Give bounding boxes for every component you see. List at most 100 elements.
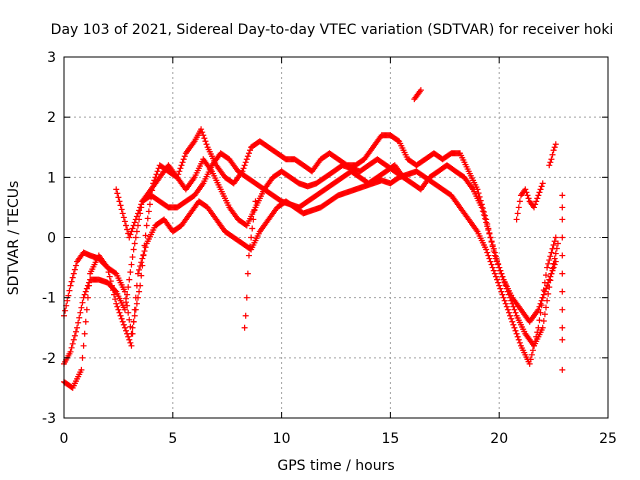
chart-title: Day 103 of 2021, Sidereal Day-to-day VTE…: [51, 22, 614, 38]
data-point: [514, 333, 521, 340]
data-point: [516, 198, 523, 205]
data-point: [532, 201, 539, 208]
data-point: [536, 189, 543, 196]
data-point: [114, 303, 121, 310]
data-point: [179, 159, 186, 166]
y-tick-label: -2: [42, 351, 56, 367]
data-point: [512, 327, 519, 334]
axis-ticks: [63, 56, 609, 419]
data-point: [133, 282, 140, 289]
data-point: [77, 309, 84, 316]
data-point: [534, 195, 541, 202]
data-point: [508, 315, 515, 322]
data-point: [483, 219, 490, 226]
data-point: [489, 242, 496, 249]
data-point: [507, 294, 514, 301]
data-point: [137, 204, 144, 211]
x-axis-label: GPS time / hours: [277, 458, 394, 474]
data-point: [203, 141, 210, 148]
data-point: [124, 226, 131, 233]
data-point: [540, 287, 547, 294]
data-point: [551, 261, 558, 268]
data-point: [485, 252, 492, 259]
data-point: [501, 297, 508, 304]
data-point: [136, 207, 143, 214]
data-point: [144, 215, 151, 222]
data-point: [128, 261, 135, 268]
data-point: [126, 276, 133, 283]
data-point: [134, 270, 141, 277]
data-point: [549, 265, 556, 272]
data-point: [247, 147, 254, 154]
data-point: [76, 314, 83, 321]
data-point: [131, 312, 138, 319]
data-point: [119, 210, 126, 217]
data-point: [249, 225, 256, 232]
data-point: [81, 291, 88, 298]
data-point: [243, 294, 250, 301]
data-point: [536, 317, 543, 324]
data-point: [80, 342, 87, 349]
data-point: [494, 257, 501, 264]
data-point: [129, 254, 136, 261]
y-tick-label: -3: [42, 411, 56, 427]
data-point: [505, 309, 512, 316]
data-point: [499, 291, 506, 298]
data-point: [67, 282, 74, 289]
data-point: [123, 327, 130, 334]
data-point: [83, 285, 90, 292]
data-point: [104, 264, 111, 271]
data-point: [495, 279, 502, 286]
data-point: [551, 255, 558, 262]
data-point: [503, 285, 510, 292]
data-point: [511, 306, 518, 313]
data-point: [395, 137, 402, 144]
data-point: [111, 291, 118, 298]
data-point: [559, 270, 566, 277]
data-point: [137, 263, 144, 270]
data-point: [202, 138, 209, 145]
data-point: [513, 330, 520, 337]
data-point: [540, 317, 547, 324]
data-point: [131, 306, 138, 313]
data-point: [515, 336, 522, 343]
data-point: [542, 272, 549, 279]
data-point: [559, 336, 566, 343]
data-point: [247, 243, 254, 250]
data-point: [125, 309, 132, 316]
data-point: [64, 297, 71, 304]
data-point: [244, 270, 251, 277]
data-point: [78, 366, 85, 373]
data-point: [537, 309, 544, 316]
data-point: [546, 284, 553, 291]
data-point: [139, 255, 146, 262]
data-point: [116, 198, 123, 205]
data-point: [551, 144, 558, 151]
data-point: [82, 288, 89, 295]
data-point: [552, 250, 559, 257]
data-point: [559, 324, 566, 331]
data-point: [548, 249, 555, 256]
data-point: [535, 306, 542, 313]
y-tick-label: 2: [47, 110, 56, 126]
data-point: [130, 222, 137, 229]
data-point: [480, 211, 487, 218]
data-point: [114, 190, 121, 197]
data-point: [129, 225, 136, 232]
data-point: [72, 328, 79, 335]
data-point: [539, 180, 546, 187]
data-point: [509, 318, 516, 325]
data-point: [121, 324, 128, 331]
data-point: [547, 277, 554, 284]
data-point: [548, 270, 555, 277]
data-point: [245, 150, 252, 157]
data-point: [127, 339, 134, 346]
data-point: [82, 318, 89, 325]
data-point: [490, 267, 497, 274]
data-point: [491, 249, 498, 256]
data-point: [487, 234, 494, 241]
data-point: [68, 344, 75, 351]
data-point: [126, 316, 133, 323]
data-point: [242, 312, 249, 319]
data-point: [245, 252, 252, 259]
